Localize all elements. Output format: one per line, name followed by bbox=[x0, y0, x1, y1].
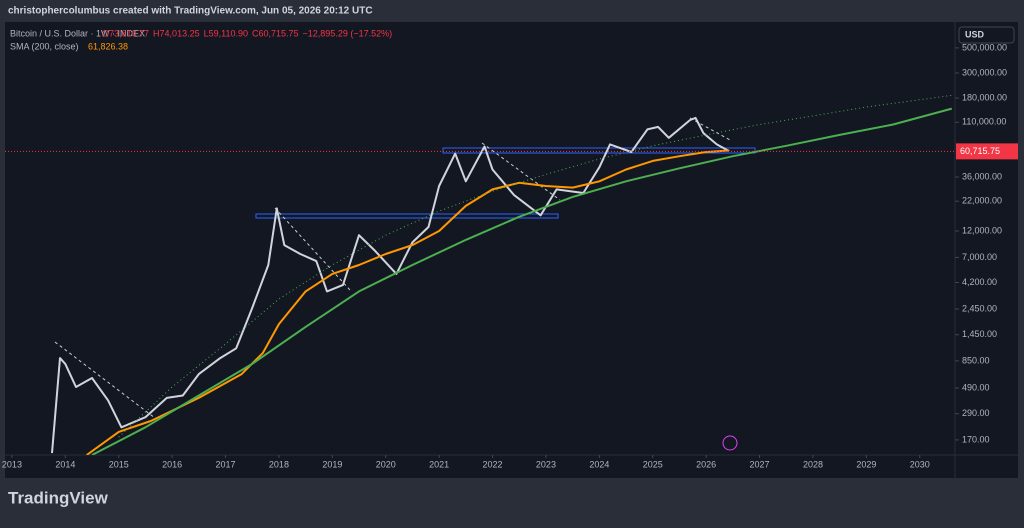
x-tick-label: 2029 bbox=[856, 459, 876, 469]
indicator-value: 61,826.38 bbox=[88, 41, 128, 51]
x-tick-label: 2028 bbox=[803, 459, 823, 469]
y-tick-label: 7,000.00 bbox=[962, 252, 997, 262]
y-tick-label: 490.00 bbox=[962, 382, 990, 392]
range-box bbox=[442, 147, 756, 154]
last-price-label: 60,715.75 bbox=[960, 146, 1000, 156]
x-tick-label: 2015 bbox=[109, 459, 129, 469]
series-line bbox=[118, 94, 952, 438]
y-tick-label: 22,000.00 bbox=[962, 196, 1002, 206]
x-tick-label: 2020 bbox=[376, 459, 396, 469]
x-tick-label: 2014 bbox=[55, 459, 75, 469]
range-box bbox=[255, 213, 559, 219]
indicator-name: SMA (200, close) bbox=[10, 41, 79, 51]
ohlc-value: C60,715.75 bbox=[252, 28, 299, 38]
header: christophercolumbus created with Trading… bbox=[8, 6, 373, 17]
y-tick-label: 300,000.00 bbox=[962, 67, 1007, 77]
x-tick-label: 2013 bbox=[2, 459, 22, 469]
y-tick-label: 170.00 bbox=[962, 434, 990, 444]
x-tick-label: 2016 bbox=[162, 459, 182, 469]
ohlc-value: −12,895.29 (−17.52%) bbox=[303, 28, 393, 38]
series-line bbox=[86, 149, 730, 455]
last-price-box bbox=[956, 143, 1018, 160]
currency-box[interactable] bbox=[958, 26, 1015, 44]
series-line bbox=[91, 107, 953, 455]
y-tick-label: 4,200.00 bbox=[962, 277, 997, 287]
y-tick-label: 500,000.00 bbox=[962, 42, 1007, 52]
drawings bbox=[54, 117, 756, 419]
x-tick-label: 2024 bbox=[589, 459, 609, 469]
x-tick-label: 2023 bbox=[536, 459, 556, 469]
y-tick-label: 2,450.00 bbox=[962, 303, 997, 313]
logo[interactable]: TradingView bbox=[8, 488, 109, 507]
x-tick-label: 2021 bbox=[429, 459, 449, 469]
trend-line bbox=[481, 142, 561, 201]
y-tick-label: 1,450.00 bbox=[962, 329, 997, 339]
ohlc-value: H74,013.25 bbox=[153, 28, 200, 38]
y-tick-label: 12,000.00 bbox=[962, 225, 1002, 235]
x-tick-label: 2030 bbox=[910, 459, 930, 469]
y-tick-label: 850.00 bbox=[962, 355, 990, 365]
chart-background bbox=[5, 22, 1018, 478]
currency[interactable]: USD bbox=[965, 29, 985, 39]
alert-icon[interactable] bbox=[722, 435, 738, 451]
x-tick-label: 2017 bbox=[216, 459, 236, 469]
x-tick-label: 2026 bbox=[696, 459, 716, 469]
y-tick-label: 180,000.00 bbox=[962, 92, 1007, 102]
x-tick-label: 2019 bbox=[322, 459, 342, 469]
x-tick-label: 2022 bbox=[483, 459, 503, 469]
ohlc-value: O73,610.77 bbox=[102, 28, 149, 38]
trend-line bbox=[54, 341, 156, 419]
ohlc-value: L59,110.90 bbox=[204, 28, 248, 38]
x-tick-label: 2018 bbox=[269, 459, 289, 469]
series-line bbox=[51, 116, 730, 454]
y-tick-label: 110,000.00 bbox=[962, 117, 1006, 127]
y-tick-label: 36,000.00 bbox=[962, 171, 1002, 181]
chart-title: Bitcoin / U.S. Dollar · 1W · INDEX bbox=[10, 28, 145, 38]
x-tick-label: 2025 bbox=[643, 459, 663, 469]
x-tick-label: 2027 bbox=[750, 459, 770, 469]
y-tick-label: 290.00 bbox=[962, 408, 990, 418]
trend-line bbox=[274, 207, 351, 291]
plot bbox=[51, 94, 953, 455]
